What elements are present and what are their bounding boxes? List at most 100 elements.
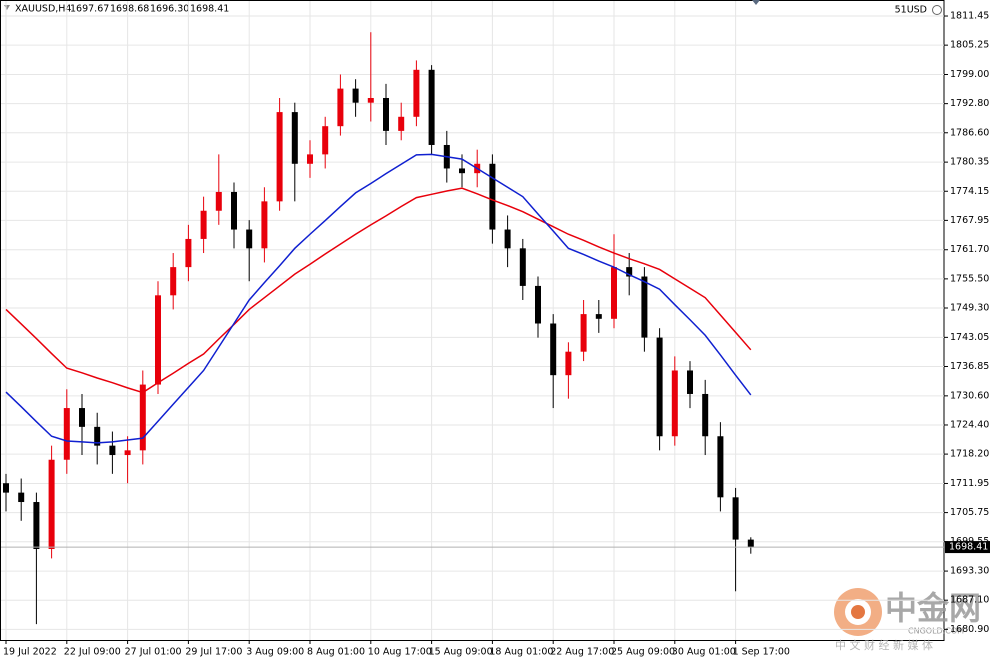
candle-body [63,408,70,460]
candle-body [459,168,465,174]
candle-body [215,191,222,211]
candle-body [261,201,268,249]
candle-body [3,483,9,493]
candle-body [504,229,511,249]
candle-body [626,267,633,277]
candle-body [428,69,435,145]
candle-body [732,497,739,540]
candle-body [231,191,237,230]
candle-body [276,112,283,202]
candle-body [565,351,572,376]
header-values: 1697.67 1698.68 1696.30 1698.41 [70,4,229,15]
candle-body [48,459,55,550]
candle-body [33,502,40,550]
candle-body [717,436,724,498]
x-tick-label: 29 Jul 17:00 [185,647,242,658]
y-tick-label: 1799.00 [950,69,989,80]
symbol-label: XAUUSD,H4 [15,4,71,15]
x-tick-label: 19 Jul 2022 [3,647,57,658]
candle-body [656,337,663,437]
candle-body [307,154,313,164]
candle-body [383,97,389,131]
candle-body [702,393,709,437]
candle-body [124,450,131,456]
y-tick-label: 1736.85 [950,361,989,372]
candle-body [79,408,85,427]
x-tick-label: 22 Aug 17:00 [550,647,614,658]
x-tick-label: 25 Aug 09:00 [611,647,675,658]
x-tick-label: 27 Jul 01:00 [125,647,182,658]
candle-body [398,116,405,131]
candle-body [489,163,496,230]
candle-body [109,445,116,456]
candle-body [747,539,754,548]
y-tick-label: 1811.45 [950,11,989,22]
y-tick-label: 1805.25 [950,40,989,51]
moving-average-line [5,187,752,394]
candle-body [155,295,161,385]
candle-body [337,88,344,127]
watermark-site: CNGOLD.COM [908,627,964,636]
candle-body [519,248,526,286]
y-tick-label: 1693.30 [950,566,989,577]
candle-body [185,238,192,268]
candle-body [170,267,177,296]
watermark-tagline: 中 文 财 经 新 媒 体 [835,638,933,652]
x-tick-label: 22 Jul 09:00 [64,647,121,658]
candle-body [535,285,541,324]
y-tick-label: 1687.10 [950,595,989,606]
candle-body [611,267,617,319]
y-tick-label: 1792.80 [950,98,989,109]
y-tick-label: 1718.20 [950,449,989,460]
x-tick-label: 30 Aug 01:00 [672,647,736,658]
candle-body [595,314,602,319]
header-value: 1698.68 [110,4,149,15]
watermark-name: 中金网 [885,589,981,627]
y-tick-label: 1774.15 [950,186,989,197]
candle-body [322,126,329,155]
candle-body [641,276,648,338]
candle-body [550,323,557,376]
y-tick-label: 1743.05 [950,332,989,343]
current-price-label: 1698.41 [949,542,988,553]
y-tick-label: 1724.40 [950,419,989,430]
candle-body [352,88,359,103]
y-tick-label: 1786.60 [950,127,989,138]
close-icon[interactable] [932,5,942,15]
candle-body [18,492,25,503]
x-tick-label: 18 Aug 01:00 [489,647,553,658]
y-tick-label: 1711.95 [950,478,989,489]
candle-body [687,370,693,394]
x-tick-label: 10 Aug 17:00 [368,647,432,658]
candle-body [94,426,101,446]
candle-body [246,229,253,249]
y-tick-label: 1680.90 [950,624,989,635]
header-value: 1697.67 [70,4,109,15]
y-tick-label: 1761.70 [950,244,989,255]
y-tick-label: 1705.75 [950,507,989,518]
header-value: 1698.41 [190,4,229,15]
y-tick-label: 1755.50 [950,273,989,284]
candle-body [139,384,146,451]
y-tick-label: 1749.30 [950,302,989,313]
y-tick-label: 1730.60 [950,390,989,401]
x-tick-label: 8 Aug 01:00 [307,647,365,658]
candle-body [367,97,374,103]
moving-average-line [5,153,752,444]
x-tick-label: 3 Aug 09:00 [246,647,304,658]
account-label: 51USD [895,5,927,16]
x-tick-label: 1 Sep 17:00 [733,647,790,658]
header-value: 1696.30 [150,4,189,15]
candle-body [291,112,298,164]
y-tick-label: 1767.95 [950,215,989,226]
candle-body [413,69,420,117]
x-tick-label: 15 Aug 09:00 [429,647,493,658]
y-tick-label: 1780.35 [950,157,989,168]
plot-frame [0,0,945,641]
watermark-logo-core [851,605,865,619]
scroll-marker [752,0,760,5]
candle-body [671,370,678,437]
current-price-box [945,541,990,554]
